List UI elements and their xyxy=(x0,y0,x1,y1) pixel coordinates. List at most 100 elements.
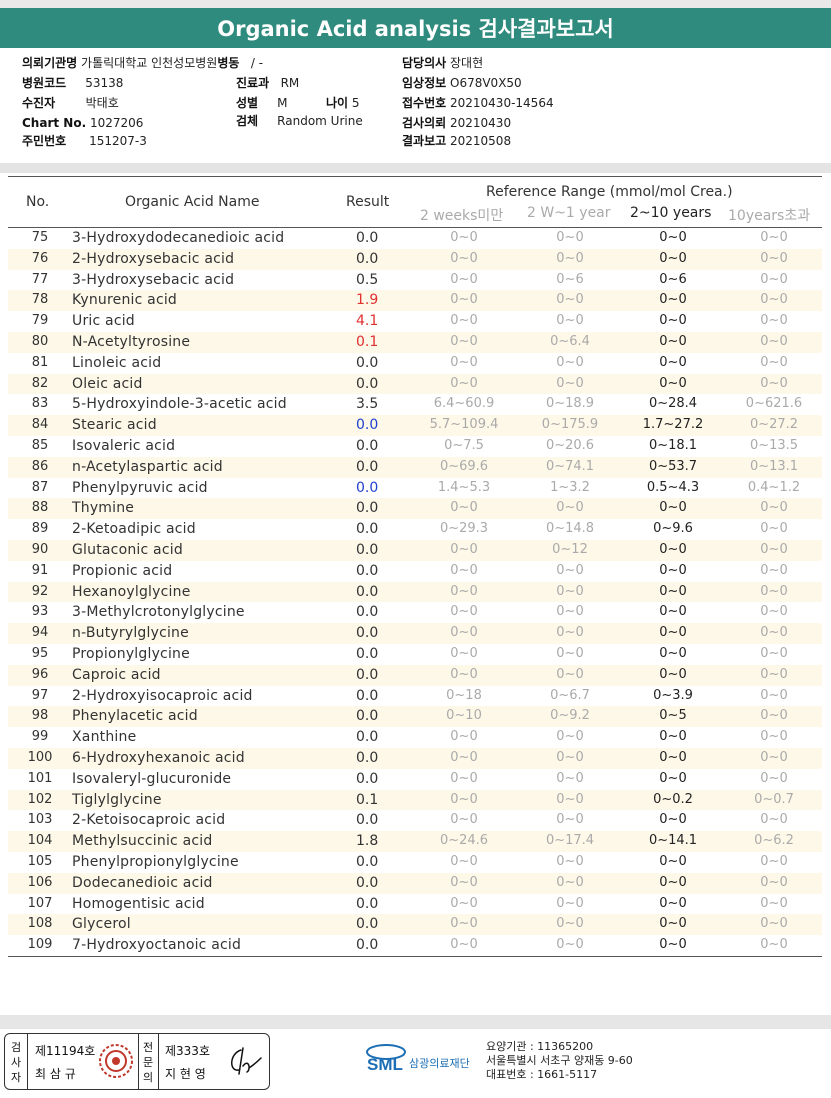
table-row: 108 Glycerol 0.0 0~0 0~0 0~0 0~0 xyxy=(8,914,822,936)
cell-range-10y: 0~0 xyxy=(760,625,788,641)
cell-no: 102 xyxy=(27,791,53,807)
cell-range-2weeks: 0~0 xyxy=(450,791,478,807)
cell-range-2w-1y: 0~0 xyxy=(556,292,584,308)
cell-no: 104 xyxy=(27,833,53,849)
institution-field: 의뢰기관명 가톨릭대학교 인천성모병원병동 / - xyxy=(22,54,263,72)
reviewer-name: 지 현 영 xyxy=(165,1067,206,1081)
cell-name: Xanthine xyxy=(72,729,137,746)
cell-range-2-10y: 0~18.1 xyxy=(648,437,698,453)
cell-range-10y: 0~0 xyxy=(760,937,788,953)
table-row: 82 Oleic acid 0.0 0~0 0~0 0~0 0~0 xyxy=(8,373,822,395)
cell-name: Kynurenic acid xyxy=(72,292,178,309)
collector-field: 수진자 박태호 xyxy=(22,94,119,112)
cell-range-2weeks: 0~69.6 xyxy=(439,458,489,474)
cell-name: 2-Ketoisocaproic acid xyxy=(72,812,226,829)
collector-value: 박태호 xyxy=(85,96,119,110)
cell-range-10y: 0~0 xyxy=(760,354,788,370)
department-label: 진료과 xyxy=(236,76,270,90)
cell-range-2w-1y: 0~0 xyxy=(556,749,584,765)
doctor-value: 장대현 xyxy=(450,56,484,70)
cell-result: 0.0 xyxy=(356,437,379,454)
cell-range-2weeks: 0~0 xyxy=(450,645,478,661)
reviewer-license: 제333호 xyxy=(165,1044,210,1058)
cell-range-2weeks: 0~0 xyxy=(450,749,478,765)
cell-range-10y: 0~621.6 xyxy=(745,396,803,412)
report-date-field: 결과보고 20210508 xyxy=(402,132,511,150)
cell-no: 109 xyxy=(27,937,53,953)
id-value: 151207-3 xyxy=(89,134,147,148)
cell-name: Oleic acid xyxy=(72,375,143,392)
cell-range-10y: 0~0 xyxy=(760,292,788,308)
cell-range-2-10y: 0~3.9 xyxy=(653,687,693,703)
cell-range-2-10y: 1.7~27.2 xyxy=(642,417,704,433)
inspector-vertical-label: 검사자 xyxy=(7,1040,25,1085)
patient-info-section: 의뢰기관명 가톨릭대학교 인천성모병원병동 / - 병원코드 53138 진료과… xyxy=(0,50,831,162)
cell-range-2w-1y: 0~0 xyxy=(556,313,584,329)
cell-result: 0.0 xyxy=(356,937,379,954)
table-row: 79 Uric acid 4.1 0~0 0~0 0~0 0~0 xyxy=(8,311,822,332)
cell-no: 107 xyxy=(27,895,53,911)
cell-range-2-10y: 0~0 xyxy=(659,541,687,557)
cell-no: 80 xyxy=(31,333,49,349)
cell-name: 7-Hydroxyoctanoic acid xyxy=(72,937,242,954)
cell-range-2w-1y: 0~0 xyxy=(556,375,584,391)
reviewer-vertical-label: 전문의 xyxy=(139,1040,157,1085)
table-row: 90 Glutaconic acid 0.0 0~0 0~12 0~0 0~0 xyxy=(8,539,822,561)
table-row: 88 Thymine 0.0 0~0 0~0 0~0 0~0 xyxy=(8,498,822,520)
cell-range-2-10y: 0~0 xyxy=(659,625,687,641)
ward-value: / - xyxy=(250,56,264,70)
cell-range-10y: 0~0 xyxy=(760,313,788,329)
cell-range-2-10y: 0~28.4 xyxy=(648,396,698,412)
cell-range-2weeks: 0~0 xyxy=(450,874,478,890)
id-field: 주민번호 151207-3 xyxy=(22,132,147,150)
table-row: 95 Propionylglycine 0.0 0~0 0~0 0~0 0~0 xyxy=(8,644,822,665)
cell-name: 3-Hydroxydodecanedioic acid xyxy=(72,230,285,246)
sex-label: 성별 xyxy=(236,96,259,110)
cell-range-2-10y: 0~0 xyxy=(659,874,687,890)
cell-name: Thymine xyxy=(72,500,135,517)
cell-result: 1.8 xyxy=(356,833,379,850)
cell-range-10y: 0~0 xyxy=(760,562,788,578)
signature-divider-1 xyxy=(27,1034,28,1089)
receipt-label: 접수번호 xyxy=(402,96,447,110)
header-result: Result xyxy=(346,194,390,210)
cell-name: Homogentisic acid xyxy=(72,895,205,912)
cell-range-2weeks: 0~0 xyxy=(450,500,478,516)
sml-brand: SML xyxy=(367,1055,403,1074)
cell-range-2w-1y: 0~6.4 xyxy=(550,333,590,349)
cell-no: 89 xyxy=(31,521,49,537)
cell-range-2-10y: 0~53.7 xyxy=(648,458,698,474)
cell-range-2weeks: 0~0 xyxy=(450,812,478,828)
cell-range-2-10y: 0~0 xyxy=(659,916,687,932)
cell-range-2-10y: 0~0 xyxy=(659,770,687,786)
cell-result: 0.0 xyxy=(356,583,379,600)
table-row: 101 Isovaleryl-glucuronide 0.0 0~0 0~0 0~0 0~0 xyxy=(8,769,822,790)
table-row: 75 3-Hydroxydodecanedioic acid 0.0 0~0 0~0 0~… xyxy=(8,228,822,249)
cell-range-10y: 0~0 xyxy=(760,874,788,890)
specimen-label: 검체 xyxy=(236,114,259,128)
cell-range-10y: 0~0 xyxy=(760,729,788,745)
cell-result: 0.0 xyxy=(356,230,379,246)
cell-range-2weeks: 0~24.6 xyxy=(439,833,489,849)
cell-no: 97 xyxy=(31,687,49,703)
cell-result: 0.0 xyxy=(356,521,379,538)
cell-name: 2-Ketoadipic acid xyxy=(72,521,196,538)
cell-range-2-10y: 0~0 xyxy=(659,604,687,620)
cell-result: 0.0 xyxy=(356,625,379,642)
cell-range-2w-1y: 0~18.9 xyxy=(545,396,595,412)
cell-result: 0.0 xyxy=(356,749,379,766)
cell-range-10y: 0~13.1 xyxy=(749,458,799,474)
clinical-value: O678V0X50 xyxy=(450,76,522,90)
cell-name: Phenylacetic acid xyxy=(72,708,198,725)
cell-range-10y: 0~0 xyxy=(760,895,788,911)
cell-range-2w-1y: 0~17.4 xyxy=(545,833,595,849)
inspector-license: 제11194호 xyxy=(35,1044,96,1058)
cell-range-2weeks: 0~0 xyxy=(450,541,478,557)
table-row: 99 Xanthine 0.0 0~0 0~0 0~0 0~0 xyxy=(8,727,822,748)
doctor-field: 담당의사 장대현 xyxy=(402,54,483,72)
cell-result: 0.0 xyxy=(356,812,379,829)
cell-range-2-10y: 0~0 xyxy=(659,937,687,953)
cell-result: 4.1 xyxy=(356,313,379,330)
cell-range-2-10y: 0~0 xyxy=(659,749,687,765)
cell-result: 0.0 xyxy=(356,354,379,371)
